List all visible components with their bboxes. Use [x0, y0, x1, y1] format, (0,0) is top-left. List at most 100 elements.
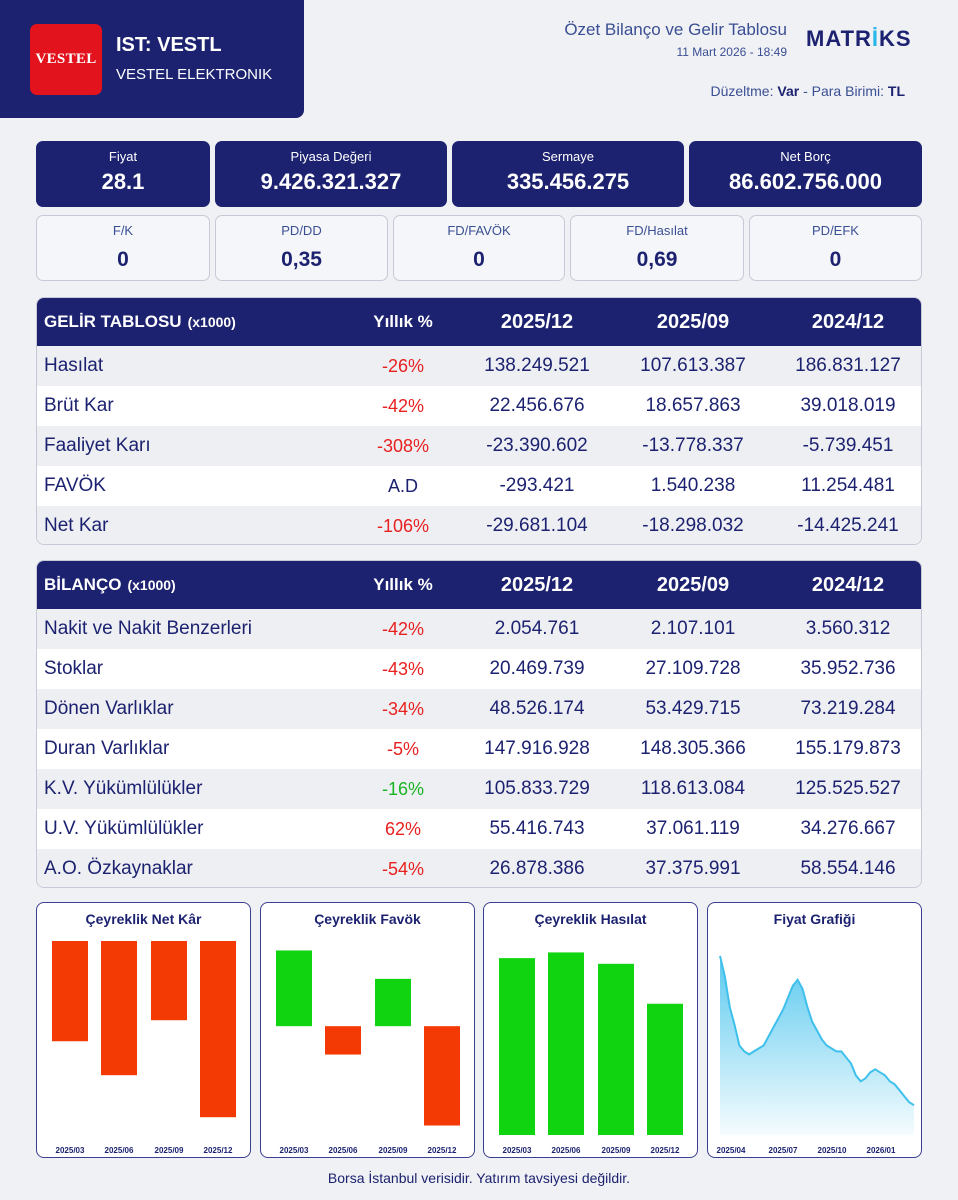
bar-2025/12 — [647, 1003, 683, 1135]
value-period-2: 107.613.387 — [640, 355, 746, 376]
table-row: Dönen Varlıklar -34% 48.526.174 53.429.715 7… — [37, 689, 921, 729]
value-period-2: 148.305.366 — [640, 738, 746, 759]
value-period-2: 2.107.101 — [650, 618, 736, 639]
value-period-1: -23.390.602 — [486, 435, 588, 456]
chart-price: 2025/04 2025/07 2025/10 2026/01 Fiyat Grafi… — [707, 902, 922, 1158]
brand-part: İ — [871, 26, 880, 51]
bar-2025/12 — [200, 941, 236, 1118]
disclaimer: Borsa İstanbul verisidir. Yatırım tavsiy… — [327, 1170, 631, 1186]
currency-label: Para Birimi: — [811, 83, 884, 99]
value-period-3: 39.018.019 — [800, 395, 896, 416]
period-header: 2024/12 — [811, 573, 885, 596]
row-label: U.V. Yükümlülükler — [44, 818, 204, 839]
metric-value: 86.602.756.000 — [729, 169, 882, 194]
metric-label: Piyasa Değeri — [290, 149, 372, 164]
yearly-change: -16% — [381, 778, 425, 799]
chart-revenue: 2025/03 2025/06 2025/09 2025/12 Çeyreklik H… — [483, 902, 698, 1158]
bar-2025/09 — [151, 941, 187, 1021]
row-label: Stoklar — [44, 658, 104, 679]
x-tick-label: 2025/10 — [818, 1146, 847, 1155]
period-header: 2024/12 — [811, 310, 885, 333]
value-period-1: -293.421 — [499, 475, 575, 496]
yearly-change: -42% — [381, 395, 425, 416]
value-period-1: 2.054.761 — [494, 618, 580, 639]
row-label: Nakit ve Nakit Benzerleri — [44, 618, 253, 639]
ratio-pddd: PD/DD 0,35 — [215, 215, 388, 281]
row-label: FAVÖK — [44, 475, 106, 496]
metric-market-cap: Piyasa Değeri 9.426.321.327 — [215, 141, 447, 207]
ratio-value: 0,35 — [281, 248, 322, 271]
period-header: 2025/09 — [656, 310, 730, 333]
metric-value: 335.456.275 — [506, 169, 630, 194]
value-period-2: -18.298.032 — [642, 515, 744, 536]
balance-table: BİLANÇO (x1000) Yıllık % 2025/12 2025/09 … — [36, 560, 922, 888]
bar-2025/06 — [101, 941, 137, 1076]
metric-label: Sermaye — [541, 149, 595, 164]
table-row: Stoklar -43% 20.469.739 27.109.728 35.952.73… — [37, 649, 921, 689]
table-row: Net Kar -106% -29.681.104 -18.298.032 -14.42… — [37, 506, 921, 544]
income-table: GELİR TABLOSU (x1000) Yıllık % 2025/12 20… — [36, 297, 922, 545]
period-header: 2025/12 — [500, 573, 574, 596]
ratio-fd-favok: FD/FAVÖK 0 — [393, 215, 565, 281]
separator: - — [803, 83, 808, 99]
bar-2025/06 — [325, 1026, 361, 1055]
chart-title: Fiyat Grafiği — [773, 911, 856, 927]
adjust-value: Var — [777, 83, 800, 99]
metric-capital: Sermaye 335.456.275 — [452, 141, 684, 207]
yearly-change: -26% — [381, 355, 425, 376]
value-period-2: 53.429.715 — [645, 698, 741, 719]
value-period-2: -13.778.337 — [642, 435, 744, 456]
value-period-1: 147.916.928 — [484, 738, 590, 759]
yearly-change: -34% — [381, 698, 425, 719]
row-label: Net Kar — [44, 515, 109, 536]
ratio-value: 0 — [829, 248, 842, 271]
yearly-change: -43% — [381, 658, 425, 679]
table-row: FAVÖK A.D -293.421 1.540.238 11.254.481 — [37, 466, 921, 506]
metric-net-debt: Net Borç 86.602.756.000 — [689, 141, 922, 207]
x-tick-label: 2026/01 — [867, 1146, 896, 1155]
row-label: A.O. Özkaynaklar — [44, 858, 193, 879]
brand-part: KS — [879, 26, 912, 51]
value-period-2: 37.375.991 — [645, 858, 741, 879]
value-period-1: 26.878.386 — [489, 858, 585, 879]
income-table-header: GELİR TABLOSU (x1000) Yıllık % 2025/12 20… — [37, 298, 921, 346]
x-tick-label: 2025/09 — [602, 1146, 631, 1155]
row-label: Duran Varlıklar — [44, 738, 170, 759]
value-period-3: 73.219.284 — [800, 698, 896, 719]
metric-value: 28.1 — [101, 169, 145, 194]
value-period-1: 55.416.743 — [489, 818, 585, 839]
table-row: Nakit ve Nakit Benzerleri -42% 2.054.761 2.… — [37, 609, 921, 649]
value-period-1: 48.526.174 — [489, 698, 585, 719]
vestel-logo: VESTEL — [30, 24, 102, 95]
value-period-2: 37.061.119 — [646, 818, 740, 839]
x-tick-label: 2025/09 — [155, 1146, 184, 1155]
bar-2025/06 — [548, 952, 584, 1135]
x-tick-label: 2025/03 — [503, 1146, 532, 1155]
x-tick-label: 2025/12 — [651, 1146, 680, 1155]
period-header: 2025/12 — [500, 310, 574, 333]
x-tick-label: 2025/06 — [329, 1146, 358, 1155]
value-period-1: -29.681.104 — [486, 515, 588, 536]
value-period-3: 125.525.527 — [795, 778, 901, 799]
value-period-2: 1.540.238 — [650, 475, 736, 496]
x-tick-label: 2025/12 — [428, 1146, 457, 1155]
ratio-label: PD/DD — [281, 223, 322, 238]
adjust-label: Düzeltme: — [710, 83, 774, 99]
bar-2025/03 — [276, 950, 312, 1027]
ratio-fk: F/K 0 — [36, 215, 210, 281]
value-period-1: 105.833.729 — [484, 778, 590, 799]
metric-label: Net Borç — [780, 149, 831, 164]
x-tick-label: 2025/07 — [769, 1146, 798, 1155]
row-label: Hasılat — [44, 355, 104, 376]
ratio-fd-hasilat: FD/Hasılat 0,69 — [570, 215, 744, 281]
value-period-1: 22.456.676 — [489, 395, 585, 416]
metric-label: Fiyat — [108, 149, 138, 164]
table-title-text: GELİR TABLOSU — [44, 312, 182, 331]
table-title: BİLANÇO (x1000) — [44, 561, 176, 609]
ratio-value: 0,69 — [636, 248, 678, 271]
value-period-3: -14.425.241 — [797, 515, 899, 536]
table-row: Brüt Kar -42% 22.456.676 18.657.863 39.018.0… — [37, 386, 921, 426]
row-label: Faaliyet Karı — [44, 435, 151, 456]
balance-table-header: BİLANÇO (x1000) Yıllık % 2025/12 2025/09 … — [37, 561, 921, 609]
bar-2025/09 — [598, 963, 634, 1135]
